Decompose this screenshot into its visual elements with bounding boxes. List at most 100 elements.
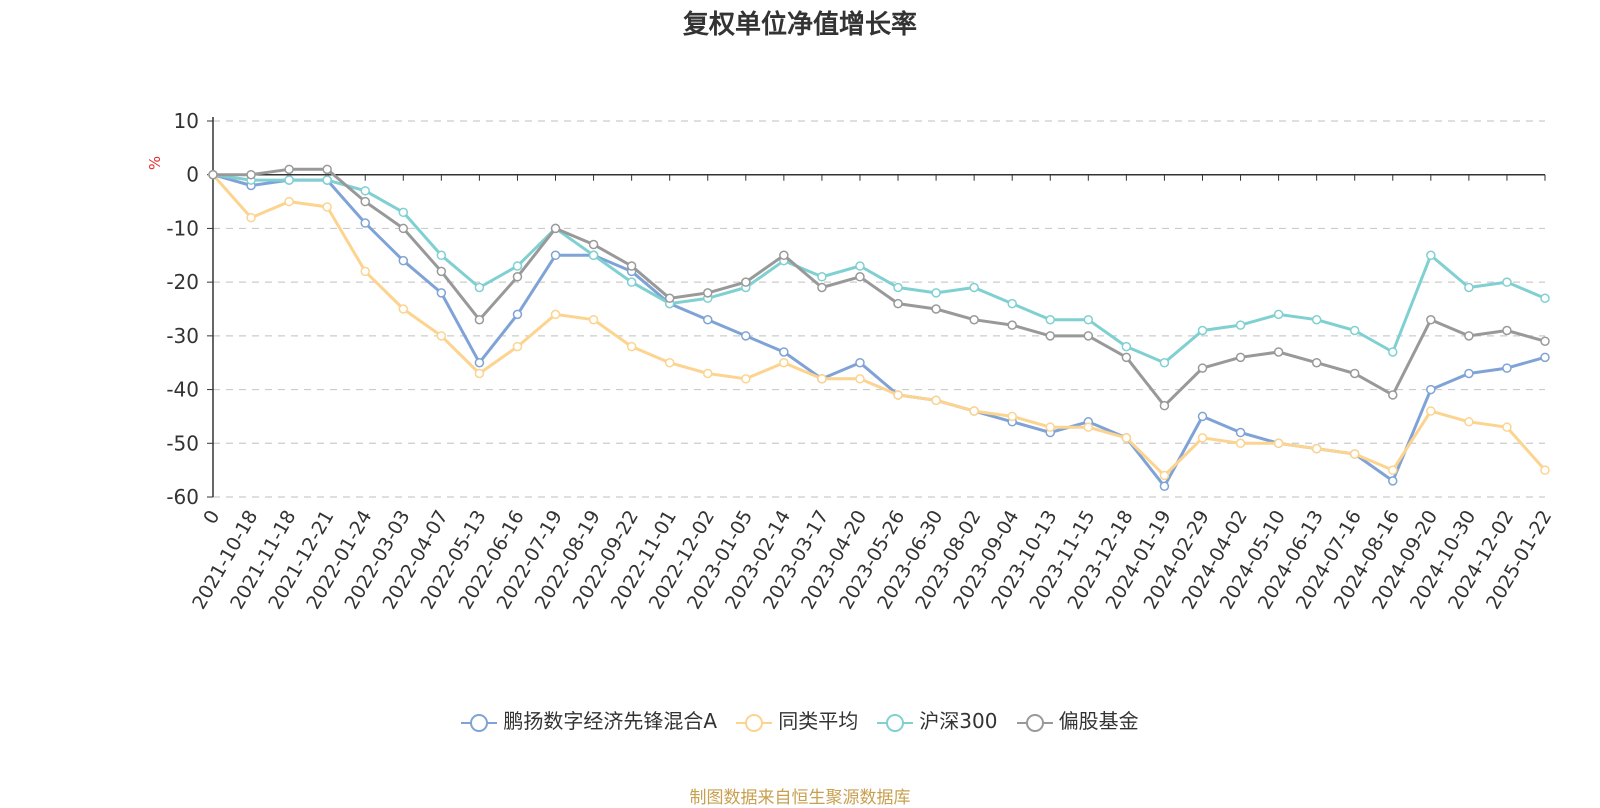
x-tick-label: 0: [199, 507, 224, 528]
y-axis-unit-label: %: [146, 156, 164, 170]
data-point: [779, 250, 789, 261]
data-point: [360, 196, 370, 207]
legend-swatch-fund-icon: [461, 713, 498, 732]
data-point: [1197, 433, 1208, 443]
data-point: [1045, 331, 1056, 341]
y-tick-label: -40: [166, 378, 199, 402]
data-point: [1083, 422, 1094, 432]
series-2: [208, 169, 1550, 481]
legend-item-csi300[interactable]: 沪深300: [877, 705, 997, 734]
data-point: [588, 314, 599, 325]
data-point: [931, 288, 941, 298]
data-point: [1045, 422, 1056, 432]
data-point: [1311, 314, 1322, 325]
data-point: [1197, 363, 1208, 373]
grid-layer: [213, 120, 1545, 498]
data-point: [512, 309, 523, 320]
data-point: [1235, 438, 1246, 449]
data-point: [512, 341, 523, 352]
data-point: [855, 357, 865, 368]
data-point: [436, 331, 447, 341]
data-point: [398, 223, 409, 234]
data-point: [474, 368, 485, 379]
data-point: [550, 309, 561, 320]
series-line: [213, 167, 1546, 408]
data-point: [360, 186, 370, 196]
data-point: [1464, 282, 1474, 293]
data-point: [1273, 347, 1284, 357]
data-point: [1426, 384, 1436, 395]
chart-title: 复权单位净值增长率: [682, 10, 917, 40]
data-point: [817, 374, 827, 384]
data-point: [931, 304, 941, 314]
legend-swatch-csi300-icon: [877, 713, 914, 732]
data-point: [436, 266, 447, 277]
data-point: [855, 261, 865, 271]
data-point: [1464, 368, 1474, 379]
legend-item-fund[interactable]: 鹏扬数字经济先锋混合A: [461, 705, 717, 734]
data-point: [893, 282, 903, 293]
data-point: [512, 272, 523, 282]
legend-item-peer-average[interactable]: 同类平均: [736, 705, 858, 734]
data-point: [1388, 465, 1398, 475]
data-point: [626, 277, 637, 287]
data-point: [817, 282, 827, 293]
data-point: [436, 250, 447, 261]
series-4: [208, 164, 1550, 411]
data-point: [1388, 347, 1398, 357]
y-tick-label: -20: [166, 270, 199, 294]
data-point: [702, 288, 713, 298]
data-point: [1464, 331, 1474, 341]
axis-layer: 100-10-20-30-40-50-60%02021-10-182021-11…: [146, 109, 1556, 613]
data-point: [360, 266, 370, 277]
data-point: [1349, 368, 1360, 379]
data-point: [1388, 476, 1398, 486]
data-point: [1007, 320, 1017, 330]
data-point: [1159, 357, 1170, 368]
y-tick-label: -50: [166, 431, 199, 455]
data-point: [1502, 277, 1512, 287]
data-point: [1349, 449, 1360, 459]
legend-label-csi300: 沪深300: [919, 709, 998, 733]
data-point: [1007, 298, 1017, 309]
data-point: [284, 196, 294, 207]
data-point: [969, 406, 979, 416]
data-point: [855, 374, 865, 384]
data-point: [474, 357, 485, 368]
data-point: [741, 331, 751, 341]
data-point: [1159, 400, 1170, 411]
data-point: [208, 169, 218, 180]
data-point: [1502, 363, 1512, 373]
y-tick-label: -60: [166, 485, 199, 509]
data-point: [702, 314, 713, 325]
data-point: [1311, 443, 1322, 454]
data-point: [1235, 320, 1246, 330]
legend-swatch-equity-funds-icon: [1016, 713, 1053, 732]
data-point: [779, 357, 789, 368]
data-point: [550, 250, 561, 261]
legend-label-fund: 鹏扬数字经济先锋混合A: [503, 709, 718, 733]
data-source-note: 制图数据来自恒生聚源数据库: [689, 788, 911, 808]
y-tick-label: 10: [174, 109, 199, 133]
data-point: [1388, 390, 1398, 400]
data-point: [512, 261, 523, 271]
data-point: [664, 357, 675, 368]
data-point: [1502, 422, 1512, 432]
data-point: [284, 164, 294, 175]
data-point: [1540, 293, 1550, 304]
data-point: [398, 207, 409, 218]
data-point: [322, 175, 332, 185]
data-point: [664, 293, 675, 304]
data-point: [626, 261, 637, 271]
data-point: [398, 255, 409, 266]
data-point: [1273, 309, 1284, 320]
data-point: [1083, 314, 1094, 325]
legend-item-equity-funds[interactable]: 偏股基金: [1016, 705, 1139, 734]
data-point: [1540, 465, 1550, 475]
series-layer: [208, 164, 1550, 492]
data-point: [474, 314, 485, 325]
legend-label-equity-funds: 偏股基金: [1058, 709, 1139, 733]
data-point: [1349, 325, 1360, 336]
data-point: [1235, 427, 1246, 438]
data-point: [1083, 331, 1094, 341]
